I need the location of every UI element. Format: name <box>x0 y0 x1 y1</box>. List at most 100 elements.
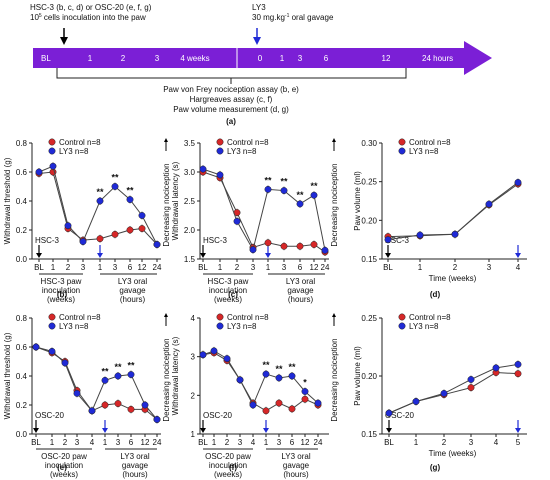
inoculation-marker-head <box>385 253 391 258</box>
legend-label-control: Control n=8 <box>59 138 101 147</box>
y-axis-label: Withdrawal threshold (g) <box>3 157 12 244</box>
y-axis-label: Paw volume (ml) <box>353 171 362 231</box>
data-point <box>141 401 149 409</box>
cell-line-label: HSC-3 <box>385 236 410 245</box>
x-tick-label: 24 <box>153 438 162 447</box>
data-point <box>440 389 448 397</box>
inoculation-marker-head <box>200 253 206 258</box>
legend-label-ly3: LY3 n=8 <box>227 322 257 331</box>
x-tick-label: 5 <box>516 438 521 447</box>
x-tick-label: BL <box>384 438 394 447</box>
drug-arrow-head <box>253 37 261 45</box>
data-point <box>138 212 146 219</box>
series-line <box>202 350 319 407</box>
series-line <box>388 372 519 414</box>
data-point <box>114 400 122 407</box>
series-line <box>38 165 158 245</box>
data-point <box>275 399 283 407</box>
legend-marker-control <box>398 138 406 146</box>
series-line <box>388 363 519 414</box>
right-label: Decreasing nociception <box>162 163 171 246</box>
data-point <box>514 370 522 378</box>
drug-label-1: LY3 <box>252 3 266 12</box>
data-point <box>296 242 304 250</box>
chart-c: 1.5 2.0 2.5 3.0 3.5 Withdrawal latency (s) BL 1… <box>171 138 339 304</box>
cell-line-label: HSC-3 <box>35 236 60 245</box>
group-label-2: LY3 oral <box>118 277 147 286</box>
data-point <box>280 242 288 250</box>
x-tick-label: 2 <box>63 438 68 447</box>
legend-label-control: Control n=8 <box>227 138 269 147</box>
x-tick-label: 12 <box>301 438 310 447</box>
data-point <box>210 347 218 355</box>
significance-mark: ** <box>96 187 104 197</box>
right-label: Decreasing nociception <box>330 338 339 421</box>
legend-marker-ly3 <box>216 322 224 330</box>
drug-marker-head <box>263 428 269 433</box>
y-tick-label: 0.4 <box>16 372 28 381</box>
y-tick-label: 2 <box>191 391 196 400</box>
panel-label: (c) <box>228 290 238 299</box>
data-point <box>96 197 104 205</box>
group-label-1: (weeks) <box>50 470 78 479</box>
data-point <box>264 185 272 193</box>
timeline-hour-tick: 1 <box>280 54 285 63</box>
assay-2: Hargreaves assay (c, f) <box>190 95 273 104</box>
x-tick-label: 1 <box>218 263 223 272</box>
inoculation-marker-head <box>36 253 42 258</box>
data-point <box>280 187 288 195</box>
data-point <box>485 200 493 208</box>
data-point <box>492 364 500 372</box>
data-point <box>199 351 207 359</box>
data-point <box>275 374 283 382</box>
x-tick-label: 3 <box>469 438 474 447</box>
data-point <box>236 376 244 384</box>
timeline-hour-tick: 3 <box>298 54 303 63</box>
timeline-week-tick: 2 <box>121 54 126 63</box>
series-line <box>35 346 158 420</box>
right-label-arrow-head <box>332 138 336 142</box>
data-point <box>126 226 134 234</box>
data-point <box>88 407 96 415</box>
right-label-arrow-head <box>332 313 336 317</box>
x-tick-label: 1 <box>212 438 217 447</box>
chart-g: 0.15 0.20 0.25 Paw volume (ml) BL 1 2 3 4 5 OSC-20… <box>353 313 527 472</box>
x-tick-label: 1 <box>266 263 271 272</box>
group-label-2: gavage <box>283 461 310 470</box>
group-label-2: gavage <box>287 286 314 295</box>
group-label-1: inoculation <box>209 286 247 295</box>
legend-marker-ly3 <box>48 322 56 330</box>
data-point <box>385 409 393 417</box>
series-line <box>387 183 519 238</box>
x-tick-label: 4 <box>516 263 521 272</box>
legend-label-ly3: LY3 n=8 <box>59 147 89 156</box>
group-label-2: LY3 oral <box>281 452 310 461</box>
significance-mark: ** <box>264 175 272 185</box>
inoculation-arrow-head <box>60 37 68 45</box>
y-tick-label: 0.15 <box>361 430 377 439</box>
data-point <box>101 401 109 409</box>
timeline-hour-tick: 12 <box>382 54 391 63</box>
legend-marker-ly3 <box>398 322 406 330</box>
legend-marker-control <box>48 138 56 146</box>
charts: 0.0 0.2 0.4 0.6 0.8 Withdrawal threshold (g) B… <box>3 138 527 479</box>
x-tick-label: 3 <box>251 263 256 272</box>
data-point <box>111 230 119 238</box>
x-tick-label: 3 <box>277 438 282 447</box>
series-line <box>35 346 158 420</box>
data-point <box>61 359 69 367</box>
x-tick-label: 1 <box>418 263 423 272</box>
panel-label: (d) <box>430 290 441 299</box>
assay-bracket <box>56 68 407 79</box>
y-tick-label: 0.15 <box>361 255 377 264</box>
drug-label-2: 30 mg.kg-1 oral gavage <box>252 13 334 22</box>
x-tick-label: BL <box>383 263 393 272</box>
drug-marker-head <box>102 428 108 433</box>
data-point <box>249 246 257 254</box>
legend-label-ly3: LY3 n=8 <box>409 322 439 331</box>
data-point <box>314 399 322 407</box>
significance-mark: ** <box>127 361 135 371</box>
right-label-arrow-head <box>164 313 168 317</box>
cell-line-label: HSC-3 <box>203 236 228 245</box>
